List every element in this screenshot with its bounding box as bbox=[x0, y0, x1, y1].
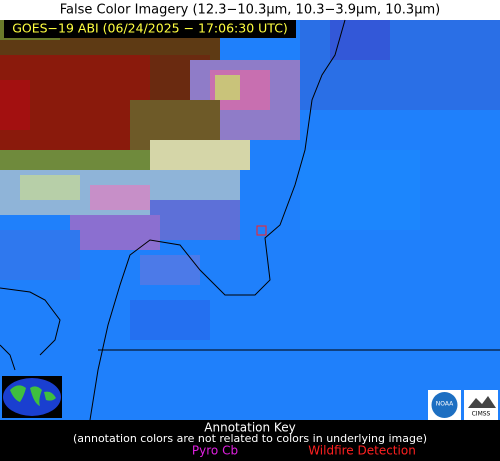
title-bar bbox=[0, 0, 500, 20]
legend-pyro-cb: Pyro Cb bbox=[192, 444, 238, 458]
cimss-label: CIMSS bbox=[472, 411, 491, 418]
timestamp: GOES−19 ABI (06/24/2025 − 17:06:30 UTC) bbox=[12, 21, 288, 36]
wildfire-marker bbox=[256, 225, 267, 236]
satellite-image bbox=[0, 20, 500, 420]
noaa-label: NOAA bbox=[436, 401, 454, 408]
annotation-key-title: Annotation Key bbox=[204, 421, 295, 435]
legend-wildfire: Wildfire Detection bbox=[308, 444, 416, 458]
title: False Color Imagery (12.3−10.3µm, 10.3−3… bbox=[60, 3, 440, 18]
annotation-key-panel bbox=[0, 420, 500, 461]
globe-icon bbox=[2, 376, 62, 418]
noaa-logo: NOAA bbox=[428, 390, 461, 420]
annotation-key-note: (annotation colors are not related to co… bbox=[73, 432, 427, 445]
boundary-lines bbox=[0, 19, 500, 421]
cimss-logo: CIMSS bbox=[464, 390, 498, 420]
timestamp-box bbox=[4, 20, 296, 38]
